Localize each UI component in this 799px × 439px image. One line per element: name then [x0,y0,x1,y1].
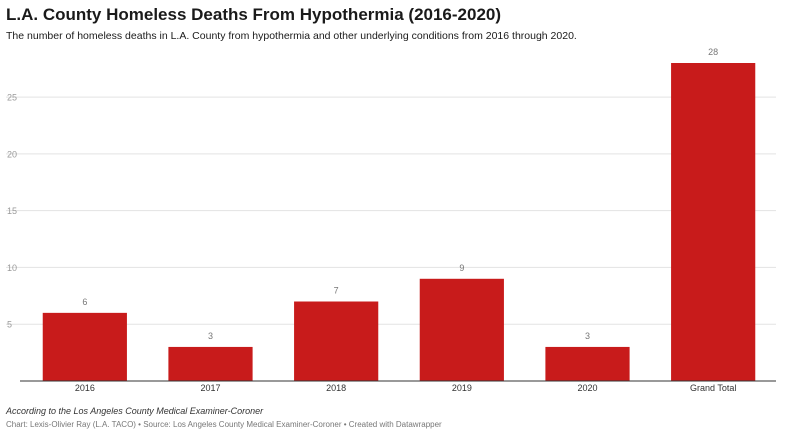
data-label: 6 [82,297,87,307]
chart-credit: Chart: Lexis-Olivier Ray (L.A. TACO) • S… [6,420,442,429]
y-tick-label: 5 [7,320,12,330]
data-label: 7 [334,286,339,296]
x-tick-label: 2018 [326,383,346,393]
y-tick-label: 25 [7,93,17,103]
data-label: 28 [708,47,718,57]
y-tick-label: 10 [7,263,17,273]
data-label: 3 [585,331,590,341]
x-tick-label: 2016 [75,383,95,393]
y-tick-label: 15 [7,206,17,216]
x-tick-label: 2017 [200,383,220,393]
x-tick-label: 2019 [452,383,472,393]
chart-title: L.A. County Homeless Deaths From Hypothe… [6,5,502,24]
bar [419,278,504,381]
bar [42,312,127,381]
y-tick-label: 20 [7,149,17,159]
x-tick-label: 2020 [577,383,597,393]
bar [545,346,630,381]
bar [671,63,756,381]
x-tick-label: Grand Total [690,383,736,393]
data-label: 3 [208,331,213,341]
data-label: 9 [459,263,464,273]
chart-note: According to the Los Angeles County Medi… [6,406,264,416]
chart-subtitle: The number of homeless deaths in L.A. Co… [6,30,577,42]
bar [168,346,253,381]
bar [294,301,379,381]
